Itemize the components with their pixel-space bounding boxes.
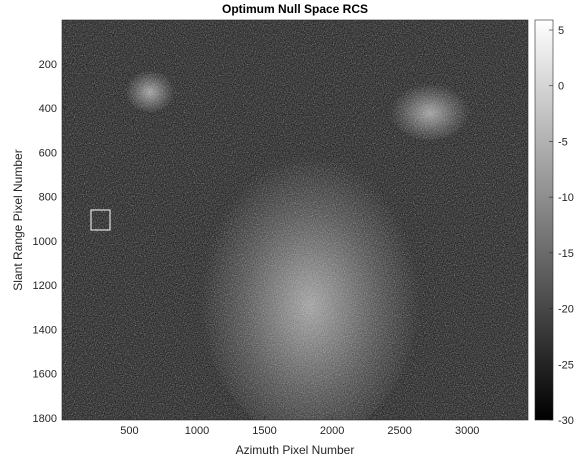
y-tick-label: 1200 — [33, 280, 57, 292]
x-tick-label: 2500 — [387, 425, 411, 437]
colorbar-tick-label: 0 — [558, 81, 564, 93]
y-tick-label: 200 — [39, 59, 57, 71]
x-axis-label: Azimuth Pixel Number — [236, 443, 355, 457]
x-tick-label: 3000 — [455, 425, 479, 437]
x-tick-label: 1500 — [252, 425, 276, 437]
y-tick-label: 1800 — [33, 413, 57, 425]
colorbar-tick-label: 5 — [558, 25, 564, 37]
y-tick-label: 400 — [39, 103, 57, 115]
y-tick-label: 1400 — [33, 324, 57, 336]
colorbar-tick-label: -15 — [558, 248, 574, 260]
colorbar — [535, 20, 553, 420]
y-tick-label: 1000 — [33, 236, 57, 248]
colorbar-tick-label: -20 — [558, 304, 574, 316]
y-tick-label: 600 — [39, 147, 57, 159]
chart-title: Optimum Null Space RCS — [222, 2, 368, 16]
x-tick-label: 1000 — [185, 425, 209, 437]
y-axis-label: Slant Range Pixel Number — [11, 149, 25, 290]
colorbar-tick-label: -10 — [558, 192, 574, 204]
colorbar-tick-label: -25 — [558, 359, 574, 371]
y-tick-label: 800 — [39, 192, 57, 204]
x-tick-label: 500 — [120, 425, 138, 437]
colorbar-tick-label: -5 — [558, 136, 568, 148]
chart: Optimum Null Space RCS Azimuth Pixel Num… — [0, 0, 583, 463]
colorbar-tick-label: -30 — [558, 415, 574, 427]
x-tick-label: 2000 — [320, 425, 344, 437]
y-tick-label: 1600 — [33, 369, 57, 381]
sar-image — [62, 20, 528, 440]
